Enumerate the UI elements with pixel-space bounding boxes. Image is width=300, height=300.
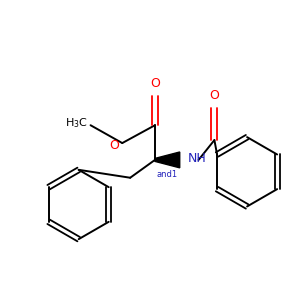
Text: and1: and1 bbox=[157, 170, 178, 179]
Text: NH: NH bbox=[188, 152, 206, 165]
Polygon shape bbox=[155, 152, 180, 168]
Text: O: O bbox=[150, 76, 160, 90]
Text: O: O bbox=[110, 139, 119, 152]
Text: H$_3$C: H$_3$C bbox=[65, 116, 88, 130]
Text: O: O bbox=[209, 89, 219, 102]
